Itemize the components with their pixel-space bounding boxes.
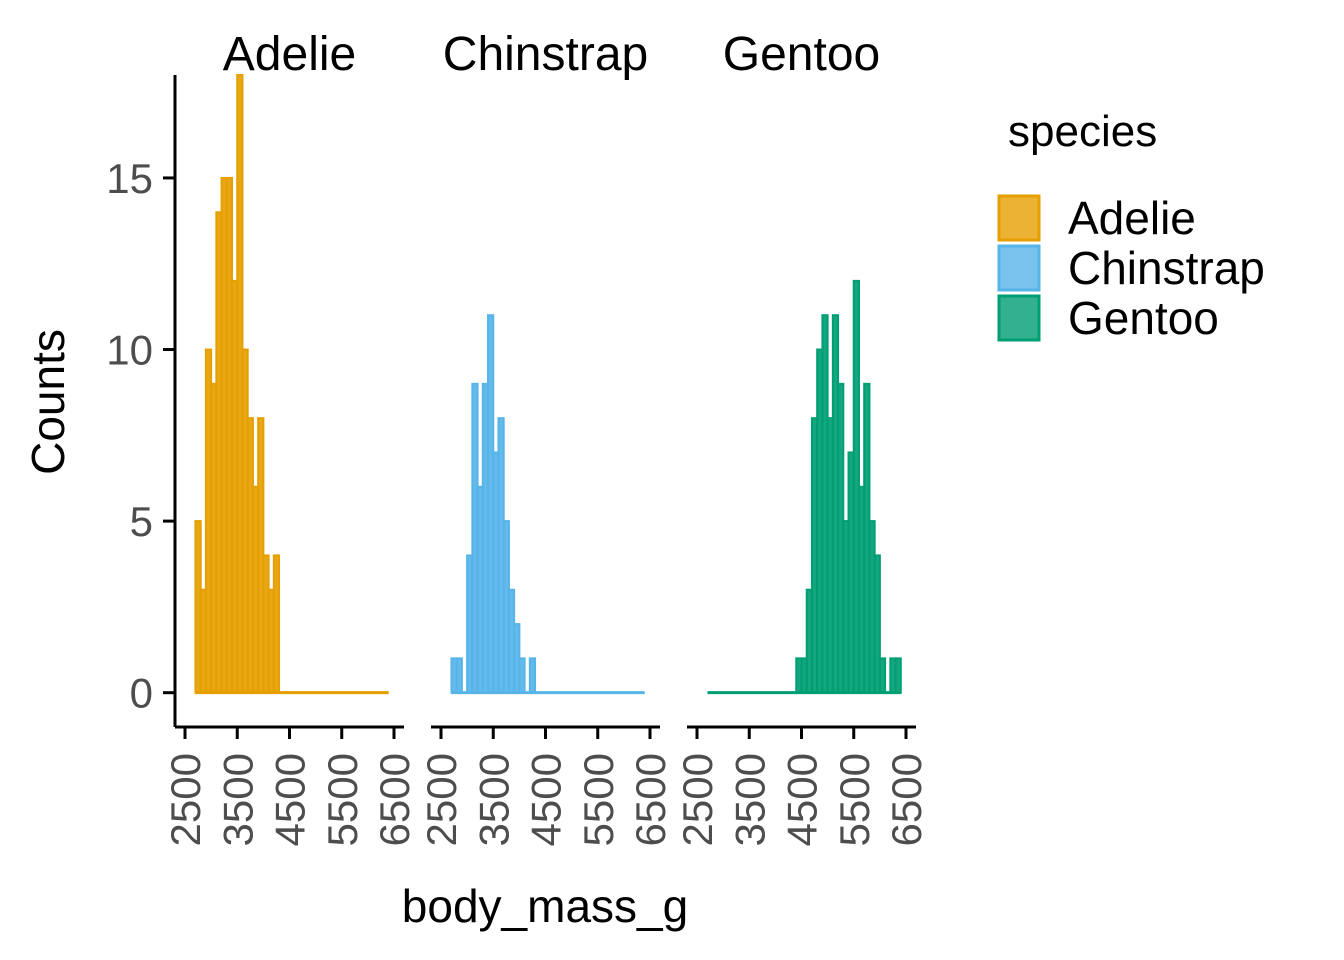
legend-swatch — [997, 244, 1041, 292]
legend-item-chinstrap: Chinstrap — [997, 242, 1265, 294]
x-tick-label: 4500 — [779, 753, 826, 846]
x-tick-label: 4500 — [267, 753, 314, 846]
x-tick-label: 3500 — [214, 753, 261, 846]
histogram-bar — [518, 657, 526, 694]
x-tick-label: 5500 — [319, 753, 366, 846]
legend-swatch — [997, 194, 1041, 242]
y-tick-label: 15 — [106, 155, 153, 202]
legend-item-gentoo: Gentoo — [997, 292, 1219, 344]
x-tick-label: 2500 — [418, 753, 465, 846]
x-tick-label: 6500 — [627, 753, 674, 846]
x-tick-label: 2500 — [162, 753, 209, 846]
legend-swatch — [997, 294, 1041, 342]
x-tick-label: 4500 — [523, 753, 570, 846]
y-axis: 0 5 10 15 — [106, 75, 177, 727]
y-tick-label: 5 — [130, 498, 153, 545]
histogram-bar — [455, 657, 463, 694]
facet-panel-gentoo: Gentoo 2500 3500 4500 5500 6500 — [674, 28, 930, 846]
legend-label: Chinstrap — [1068, 242, 1265, 294]
histogram-bar — [272, 554, 281, 694]
x-tick-label: 5500 — [575, 753, 622, 846]
histogram-bar — [528, 657, 537, 694]
y-tick-label: 0 — [130, 670, 153, 717]
y-tick-label: 10 — [106, 327, 153, 374]
x-tick-label: 6500 — [883, 753, 930, 846]
x-tick-label: 2500 — [674, 753, 721, 846]
x-tick-label: 5500 — [831, 753, 878, 846]
facet-panel-adelie: Adelie 2500 3500 4500 5500 6500 — [162, 28, 418, 846]
facet-strip-label: Chinstrap — [443, 28, 648, 81]
x-tick-label: 3500 — [726, 753, 773, 846]
y-axis-title: Counts — [22, 329, 74, 475]
facet-panel-chinstrap: Chinstrap 2500 3500 4500 5500 6500 — [418, 28, 674, 846]
facet-strip-label: Adelie — [223, 28, 356, 81]
histogram-bar — [894, 657, 902, 694]
legend-title: species — [1008, 107, 1157, 156]
legend-label: Gentoo — [1068, 292, 1219, 344]
x-tick-label: 3500 — [470, 753, 517, 846]
legend-label: Adelie — [1068, 192, 1196, 244]
x-tick-label: 6500 — [371, 753, 418, 846]
facet-strip-label: Gentoo — [723, 28, 880, 81]
histogram-bar — [878, 657, 887, 694]
x-axis-title: body_mass_g — [402, 880, 688, 932]
legend-item-adelie: Adelie — [997, 192, 1196, 244]
